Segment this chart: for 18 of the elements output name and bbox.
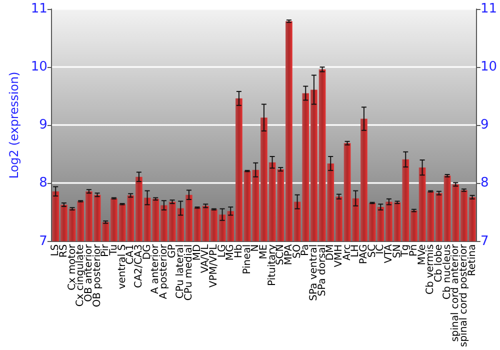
x-tick-label: ME [258, 244, 270, 260]
y2-tick-label: 11 [480, 2, 498, 16]
y-tick-label: 8 [39, 176, 48, 191]
y2-tick-label: 8 [480, 176, 489, 191]
y-tick-label: 7 [39, 234, 48, 249]
y2-tick-label: 9 [480, 118, 489, 133]
x-tick-label: A posterior [158, 243, 170, 300]
y2-tick-label: 7 [480, 234, 489, 249]
y-tick-label: 11 [30, 2, 48, 16]
x-tick-label: Retina [466, 244, 478, 276]
x-tick-label: OB posterior [92, 243, 103, 308]
x-tick-label: RS [58, 244, 70, 258]
y-tick-label: 10 [30, 60, 48, 75]
y-axis-title: Log2 (expression) [7, 72, 21, 179]
x-tick-label: Pituitary [266, 244, 278, 286]
y2-tick-label: 10 [480, 60, 498, 75]
x-tick-label: Tg [400, 244, 412, 258]
y-tick-label: 9 [39, 118, 48, 133]
